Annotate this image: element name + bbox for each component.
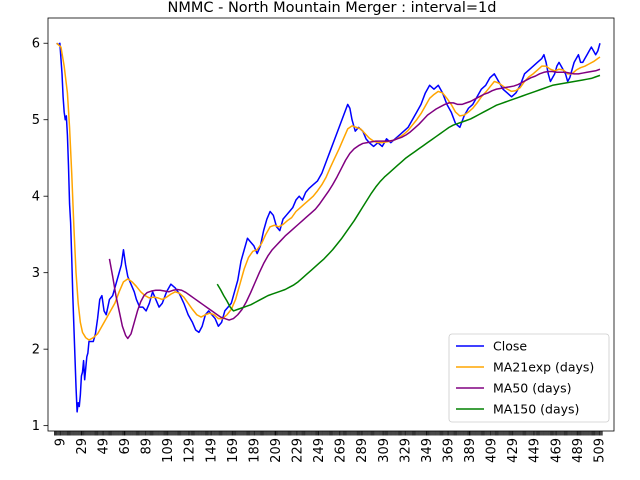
x-tick-label: 289 <box>355 438 370 463</box>
legend: Close MA21exp (days) MA50 (days) MA150 (day… <box>448 333 610 423</box>
x-minor-ticks <box>54 431 603 436</box>
x-tick-label: 9 <box>53 438 68 446</box>
x-tick-label: 449 <box>528 438 543 463</box>
legend-label-1: MA21exp (days) <box>493 360 594 375</box>
y-tick-label: 1 <box>32 419 40 434</box>
plot-area <box>47 17 615 432</box>
x-tick-label: 229 <box>291 438 306 463</box>
x-tick-label: 269 <box>334 438 349 463</box>
chart-title: NMMC - North Mountain Merger : interval=… <box>168 0 497 16</box>
x-tick-label: 49 <box>96 438 111 455</box>
x-tick-label: 149 <box>204 438 219 463</box>
x-tick-label: 69 <box>118 438 133 455</box>
series-line-3 <box>216 74 601 312</box>
x-tick-label: 469 <box>549 438 564 463</box>
y-axis: 1 2 3 4 5 6 <box>32 37 48 434</box>
x-tick-label: 29 <box>75 438 90 455</box>
y-tick-label: 3 <box>32 266 40 281</box>
x-axis: 9 29 49 69 89 109 129 149 169 189 209 229 249 269 289 3… <box>53 431 607 463</box>
legend-label-2: MA50 (days) <box>493 381 571 396</box>
x-tick-label: 129 <box>183 438 198 463</box>
x-tick-label: 429 <box>506 438 521 463</box>
x-tick-label: 249 <box>312 438 327 463</box>
legend-label-3: MA150 (days) <box>493 402 579 417</box>
x-tick-label: 509 <box>592 438 607 463</box>
x-tick-label: 409 <box>485 438 500 463</box>
x-tick-label: 389 <box>463 438 478 463</box>
y-tick-label: 5 <box>32 113 40 128</box>
series-line-2 <box>108 68 601 340</box>
x-tick-label: 489 <box>571 438 586 463</box>
x-tick-label: 369 <box>441 438 456 463</box>
x-tick-label: 189 <box>247 438 262 463</box>
legend-label-0: Close <box>493 339 527 354</box>
x-tick-label: 89 <box>140 438 155 455</box>
axes-frame <box>47 17 615 432</box>
y-tick-label: 4 <box>32 190 40 205</box>
x-tick-label: 329 <box>398 438 413 463</box>
x-tick-label: 109 <box>161 438 176 463</box>
y-tick-label: 2 <box>32 343 40 358</box>
y-tick-label: 6 <box>32 37 40 52</box>
x-tick-label: 349 <box>420 438 435 463</box>
x-tick-label: 209 <box>269 438 284 463</box>
x-tick-label: 309 <box>377 438 392 463</box>
x-tick-label: 169 <box>226 438 241 463</box>
series-line-1 <box>56 42 601 341</box>
legend-box <box>448 333 610 423</box>
series-line-0 <box>56 42 601 413</box>
